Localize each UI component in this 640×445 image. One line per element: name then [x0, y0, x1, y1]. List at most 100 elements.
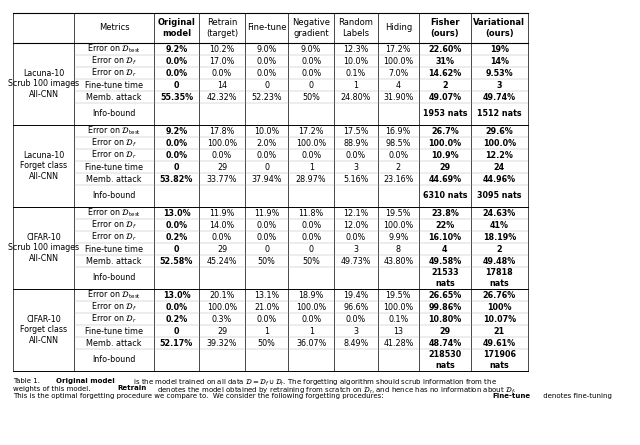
Text: 0: 0	[173, 244, 179, 254]
Text: 18.9%: 18.9%	[298, 291, 324, 299]
Text: 1512 nats: 1512 nats	[477, 109, 522, 118]
Text: 0.0%: 0.0%	[301, 221, 321, 230]
Text: 0.0%: 0.0%	[301, 57, 321, 65]
Text: 0.0%: 0.0%	[257, 69, 276, 77]
Text: 50%: 50%	[258, 339, 276, 348]
Text: 28.97%: 28.97%	[296, 174, 326, 183]
Text: 0: 0	[173, 327, 179, 336]
Text: 100.0%: 100.0%	[383, 221, 413, 230]
Text: 9.0%: 9.0%	[257, 44, 276, 53]
Text: 2: 2	[442, 81, 448, 89]
Text: 0.0%: 0.0%	[301, 150, 321, 159]
Text: Metrics: Metrics	[99, 24, 129, 32]
Text: 14.62%: 14.62%	[428, 69, 461, 77]
Text: 23.8%: 23.8%	[431, 209, 459, 218]
Text: 49.48%: 49.48%	[483, 256, 516, 266]
Text: 21: 21	[494, 327, 505, 336]
Text: 29: 29	[439, 162, 451, 171]
Text: 0.1%: 0.1%	[346, 69, 366, 77]
Text: 18.19%: 18.19%	[483, 232, 516, 242]
Text: 0.0%: 0.0%	[301, 69, 321, 77]
Text: 44.69%: 44.69%	[428, 174, 461, 183]
Text: 0.0%: 0.0%	[257, 221, 276, 230]
Text: weights of this model.: weights of this model.	[13, 385, 95, 392]
Text: Fine-tune time: Fine-tune time	[85, 162, 143, 171]
Text: 0.0%: 0.0%	[165, 303, 188, 312]
Text: 22%: 22%	[435, 221, 454, 230]
Text: 4: 4	[442, 244, 447, 254]
Text: 31%: 31%	[435, 57, 454, 65]
Text: 39.32%: 39.32%	[207, 339, 237, 348]
Text: 3: 3	[353, 244, 358, 254]
Text: 0.0%: 0.0%	[165, 150, 188, 159]
Text: 41.28%: 41.28%	[383, 339, 413, 348]
Text: 17818
nats: 17818 nats	[486, 268, 513, 288]
Text: 100.0%: 100.0%	[296, 138, 326, 147]
Text: Error on $\mathcal{D}_{\mathrm{test}}$: Error on $\mathcal{D}_{\mathrm{test}}$	[87, 43, 141, 55]
Text: Error on $\mathcal{D}_r$: Error on $\mathcal{D}_r$	[91, 231, 137, 243]
Text: 29: 29	[217, 327, 227, 336]
Text: is the model trained on all data $\mathcal{D} = \mathcal{D}_f \cup \mathcal{D}_r: is the model trained on all data $\mathc…	[131, 378, 497, 388]
Text: 9.2%: 9.2%	[165, 126, 188, 135]
Text: Retrain: Retrain	[118, 385, 147, 392]
Text: This is the optimal forgetting procedure we compare to.  We consider the followi: This is the optimal forgetting procedure…	[13, 393, 388, 399]
Text: 1: 1	[353, 81, 358, 89]
Text: 19.5%: 19.5%	[385, 291, 411, 299]
Text: 17.8%: 17.8%	[209, 126, 235, 135]
Text: CIFAR-10
Forget class
All-CNN: CIFAR-10 Forget class All-CNN	[20, 315, 67, 345]
Text: 4: 4	[396, 81, 401, 89]
Text: 0.0%: 0.0%	[257, 150, 276, 159]
Text: 48.74%: 48.74%	[428, 339, 461, 348]
Text: Info-bound: Info-bound	[92, 356, 136, 364]
Text: 12.1%: 12.1%	[343, 209, 369, 218]
Text: Error on $\mathcal{D}_f$: Error on $\mathcal{D}_f$	[91, 137, 137, 149]
Text: 0.0%: 0.0%	[212, 232, 232, 242]
Text: 14%: 14%	[490, 57, 509, 65]
Text: 3: 3	[497, 81, 502, 89]
Text: 96.6%: 96.6%	[343, 303, 369, 312]
Text: 42.32%: 42.32%	[207, 93, 237, 101]
Text: 0.0%: 0.0%	[165, 57, 188, 65]
Text: 19.4%: 19.4%	[343, 291, 369, 299]
Text: 29.6%: 29.6%	[486, 126, 513, 135]
Text: 100.0%: 100.0%	[483, 138, 516, 147]
Text: CIFAR-10
Scrub 100 images
All-CNN: CIFAR-10 Scrub 100 images All-CNN	[8, 233, 79, 263]
Text: 3: 3	[353, 327, 358, 336]
Text: 10.0%: 10.0%	[254, 126, 279, 135]
Text: 0: 0	[264, 244, 269, 254]
Text: denotes fine-tuning: denotes fine-tuning	[541, 393, 612, 399]
Text: Fine-tune: Fine-tune	[247, 24, 286, 32]
Text: 10.2%: 10.2%	[209, 44, 235, 53]
Text: Fine-tune time: Fine-tune time	[85, 244, 143, 254]
Text: Fine-tune time: Fine-tune time	[85, 81, 143, 89]
Text: 52.58%: 52.58%	[160, 256, 193, 266]
Text: 0.0%: 0.0%	[212, 69, 232, 77]
Text: 24.80%: 24.80%	[340, 93, 371, 101]
Text: 50%: 50%	[258, 256, 276, 266]
Text: 6310 nats: 6310 nats	[422, 191, 467, 201]
Text: 50%: 50%	[302, 93, 320, 101]
Text: Table 1.: Table 1.	[13, 378, 47, 384]
Text: Lacuna-10
Forget class
All-CNN: Lacuna-10 Forget class All-CNN	[20, 151, 67, 181]
Text: 218530
nats: 218530 nats	[428, 350, 461, 370]
Text: Fine-tune time: Fine-tune time	[85, 327, 143, 336]
Text: 2: 2	[396, 162, 401, 171]
Text: 0.0%: 0.0%	[346, 150, 366, 159]
Text: 53.82%: 53.82%	[160, 174, 193, 183]
Text: Retrain
(target): Retrain (target)	[206, 18, 238, 38]
Text: Error on $\mathcal{D}_{\mathrm{test}}$: Error on $\mathcal{D}_{\mathrm{test}}$	[87, 289, 141, 301]
Text: 0.0%: 0.0%	[165, 69, 188, 77]
Text: 36.07%: 36.07%	[296, 339, 326, 348]
Text: 99.86%: 99.86%	[428, 303, 461, 312]
Text: 26.76%: 26.76%	[483, 291, 516, 299]
Text: 88.9%: 88.9%	[343, 138, 369, 147]
Text: Random
Labels: Random Labels	[339, 18, 373, 38]
Text: 20.1%: 20.1%	[209, 291, 235, 299]
Text: 17.2%: 17.2%	[298, 126, 324, 135]
Text: 17.2%: 17.2%	[385, 44, 411, 53]
Text: 13.0%: 13.0%	[163, 291, 190, 299]
Text: Error on $\mathcal{D}_r$: Error on $\mathcal{D}_r$	[91, 149, 137, 161]
Text: 100.0%: 100.0%	[207, 303, 237, 312]
Text: 0.2%: 0.2%	[165, 232, 188, 242]
Text: 100%: 100%	[487, 303, 511, 312]
